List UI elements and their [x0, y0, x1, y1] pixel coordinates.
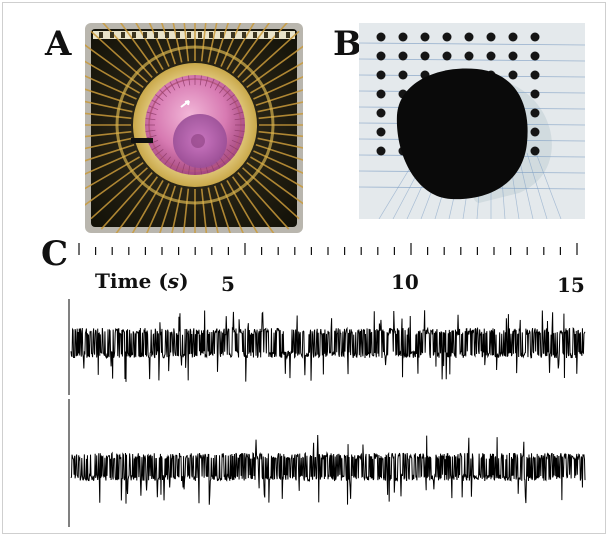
panel-label-c: C: [41, 234, 69, 274]
tick-label-15: 15: [557, 273, 585, 297]
inner-electrode-leads: [145, 75, 245, 175]
time-axis-title: Time (s): [95, 269, 189, 293]
time-axis: [78, 243, 578, 255]
panel-label-a: A: [45, 24, 72, 64]
trace-2: [70, 435, 586, 505]
panel-label-b: B: [333, 24, 362, 64]
trace-1: [70, 310, 586, 382]
tick-label-5: 5: [221, 272, 235, 296]
mea-chip-photo: [85, 23, 303, 233]
tissue-slice: [396, 68, 528, 200]
arrow-icon: [180, 100, 190, 108]
tick-label-10: 10: [391, 270, 419, 294]
time-axis-ticks: [78, 243, 578, 255]
voltage-traces: [68, 299, 586, 527]
tissue-on-electrodes-photo: [359, 23, 585, 219]
